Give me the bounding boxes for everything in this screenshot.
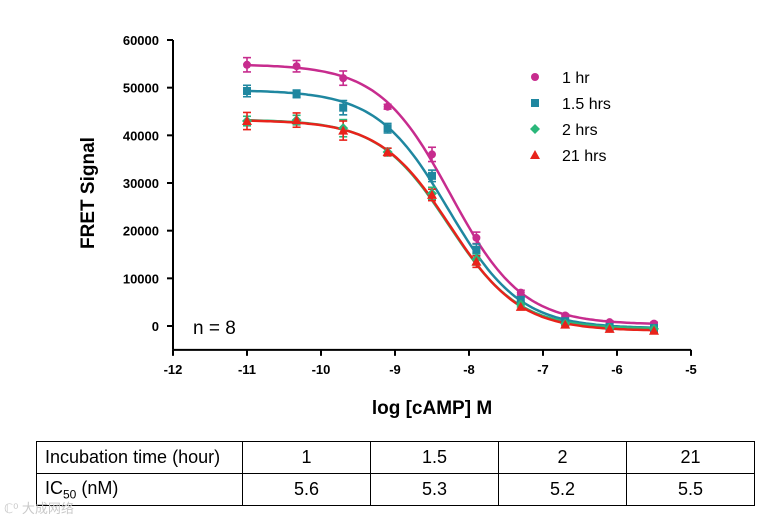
- x-tick-label: -5: [685, 362, 697, 377]
- data-points: [242, 60, 659, 335]
- table-cell: 5.6: [242, 473, 371, 506]
- data-point: [243, 87, 251, 96]
- table-cell: 21: [626, 441, 755, 474]
- data-point: [472, 233, 481, 242]
- y-tick-label: 50000: [123, 81, 159, 96]
- legend-marker: [530, 124, 540, 134]
- data-point: [243, 60, 251, 69]
- table-row-header: IC50 (nM): [36, 473, 243, 506]
- legend: 1 hr 1.5 hrs 2 hrs 21 hrs: [530, 70, 611, 165]
- y-axis-title: FRET Signal: [78, 137, 99, 249]
- data-point: [339, 103, 348, 112]
- table-row-header: Incubation time (hour): [36, 441, 243, 474]
- legend-marker: [531, 73, 539, 81]
- legend-marker: [530, 150, 540, 159]
- data-point: [383, 124, 392, 133]
- data-point: [339, 74, 348, 83]
- table-cell: 5.2: [498, 473, 627, 506]
- data-point: [242, 116, 252, 126]
- y-tick-label: 10000: [123, 271, 159, 286]
- table-cell: 5.3: [370, 473, 499, 506]
- axes: 0 10000 20000 30000 40000 50000 60000 -12 -11 -10…: [123, 33, 697, 377]
- ic50-unit: (nM): [76, 477, 119, 498]
- x-tick-label: -9: [389, 362, 401, 377]
- data-point: [472, 245, 481, 254]
- data-point: [516, 288, 525, 297]
- x-axis-title: log [cAMP] M: [372, 398, 492, 419]
- x-tick-label: -10: [312, 362, 331, 377]
- y-tick-label: 40000: [123, 128, 159, 143]
- fit-curve-1: [246, 63, 655, 325]
- y-tick-label: 30000: [123, 176, 159, 191]
- data-point: [428, 150, 436, 159]
- legend-marker: [531, 99, 539, 107]
- x-tick-label: -8: [463, 362, 475, 377]
- fit-curves: [246, 63, 655, 332]
- y-tick-label: 20000: [123, 224, 159, 239]
- legend-label: 1 hr: [562, 70, 590, 87]
- data-point: [560, 319, 571, 329]
- table-cell: 1: [242, 441, 371, 474]
- data-point: [428, 171, 436, 180]
- data-point: [427, 189, 437, 199]
- legend-label: 2 hrs: [562, 122, 598, 139]
- y-tick-label: 0: [152, 319, 159, 334]
- table-cell: 2: [498, 441, 627, 474]
- x-tick-label: -12: [164, 362, 183, 377]
- ic50-subscript: 50: [63, 487, 77, 502]
- ic50-label: IC: [45, 477, 63, 498]
- ic50-table: Incubation time (hour) 1 1.5 2 21 IC50 (…: [36, 441, 755, 506]
- legend-label: 21 hrs: [562, 148, 606, 165]
- table-cell: 5.5: [626, 473, 755, 506]
- watermark: ℂ⁰ 大成网络: [4, 501, 74, 516]
- y-tick-label: 60000: [123, 33, 159, 48]
- chart: 0 10000 20000 30000 40000 50000 60000 -12 -11 -10…: [78, 33, 697, 419]
- table-cell: 1.5: [370, 441, 499, 474]
- n-annotation: n = 8: [193, 318, 236, 339]
- x-tick-label: -7: [537, 362, 549, 377]
- data-point: [338, 125, 349, 135]
- data-point: [292, 62, 301, 71]
- x-tick-label: -6: [611, 362, 623, 377]
- table-row: Incubation time (hour) 1 1.5 2 21: [36, 441, 755, 474]
- fit-curve-2: [246, 89, 654, 329]
- legend-label: 1.5 hrs: [562, 96, 611, 113]
- data-point: [515, 301, 526, 311]
- x-tick-label: -11: [238, 362, 256, 377]
- data-point: [291, 115, 302, 125]
- data-point: [383, 102, 392, 111]
- table-row: IC50 (nM) 5.6 5.3 5.2 5.5: [36, 473, 755, 506]
- data-point: [382, 147, 393, 157]
- fit-curve-4: [246, 119, 655, 332]
- data-point: [649, 325, 659, 335]
- data-point: [604, 323, 615, 333]
- data-point: [471, 256, 482, 266]
- data-point: [292, 89, 301, 98]
